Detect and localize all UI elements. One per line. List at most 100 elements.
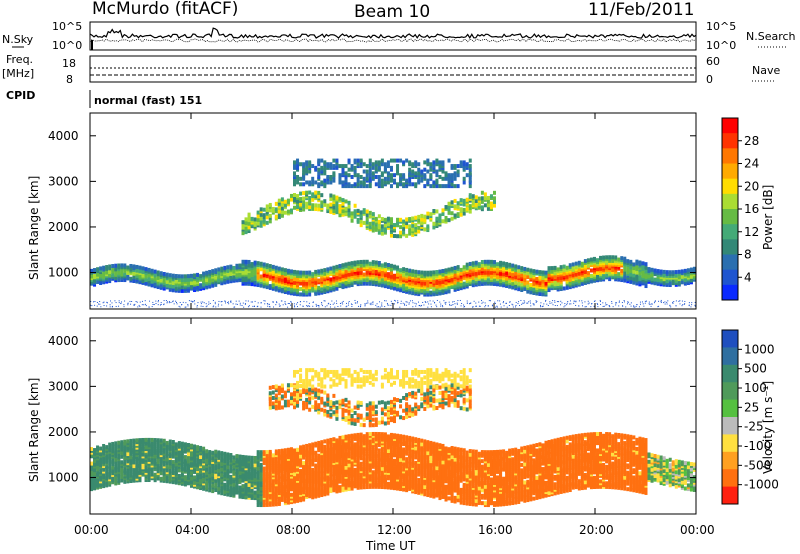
power-pixel <box>505 302 507 304</box>
power-pixel <box>450 200 454 205</box>
power-pixel <box>444 215 448 220</box>
power-pixel <box>208 269 212 274</box>
power-pixel <box>174 274 178 279</box>
power-pixel <box>456 184 460 189</box>
power-pixel <box>402 267 406 272</box>
velocity-pixel <box>235 488 239 493</box>
power-pixel <box>362 272 366 277</box>
power-pixel <box>256 221 260 226</box>
power-pixel <box>103 301 105 303</box>
power-pixel <box>532 287 536 292</box>
power-pixel <box>326 280 330 285</box>
power-pixel <box>259 278 263 283</box>
power-pixel <box>344 262 348 267</box>
velocity-pixel <box>274 458 278 463</box>
power-pixel <box>671 279 675 284</box>
power-pixel <box>212 306 214 308</box>
power-pixel <box>353 260 357 265</box>
power-pixel <box>275 304 277 306</box>
power-pixel <box>341 198 345 203</box>
velocity-pixel <box>135 469 139 474</box>
power-pixel <box>635 259 639 264</box>
power-pixel <box>683 303 685 305</box>
power-pixel <box>597 306 599 308</box>
power-pixel <box>541 283 545 288</box>
power-pixel <box>593 300 595 302</box>
power-pixel <box>393 178 396 183</box>
power-pixel <box>356 158 360 163</box>
power-pixel <box>509 301 511 303</box>
power-pixel <box>453 204 457 209</box>
power-pixel <box>471 261 475 266</box>
power-pixel <box>438 184 442 189</box>
power-pixel <box>302 203 306 208</box>
power-pixel <box>560 304 562 306</box>
power-pixel <box>623 274 627 279</box>
power-pixel <box>193 273 197 278</box>
power-pixel <box>202 278 206 283</box>
velocity-pixel <box>111 458 115 463</box>
power-pixel <box>432 286 436 291</box>
power-pixel <box>426 215 430 220</box>
power-pixel <box>452 304 454 306</box>
power-pixel <box>465 206 469 211</box>
noise-right-tick-top: 10^5 <box>706 20 736 33</box>
power-pixel <box>196 272 200 277</box>
power-pixel <box>618 300 620 302</box>
power-pixel <box>369 303 371 305</box>
power-pixel <box>414 228 418 233</box>
power-pixel <box>672 302 674 304</box>
power-pixel <box>456 281 460 286</box>
velocity-pixel <box>262 482 266 487</box>
power-pixel <box>126 274 130 279</box>
velocity-pixel <box>247 455 251 460</box>
velocity-pixel <box>283 482 287 487</box>
power-pixel <box>283 277 287 282</box>
power-pixel <box>447 180 451 185</box>
power-pixel <box>143 304 145 306</box>
power-pixel <box>359 306 361 308</box>
power-pixel <box>472 306 474 308</box>
power-pixel <box>481 300 483 302</box>
power-pixel <box>165 300 167 302</box>
velocity-pixel <box>199 445 203 450</box>
power-pixel <box>402 160 406 165</box>
power-pixel <box>384 300 386 302</box>
power-pixel <box>200 305 202 307</box>
colorbar-swatch <box>722 133 738 149</box>
power-pixel <box>445 303 447 305</box>
power-pixel <box>526 271 530 276</box>
power-pixel <box>368 184 372 189</box>
power-pixel <box>644 265 648 270</box>
power-pixel <box>405 221 409 226</box>
power-pixel <box>329 180 333 185</box>
power-pixel <box>423 173 427 178</box>
velocity-pixel <box>105 445 109 450</box>
power-pixel <box>535 301 537 303</box>
power-pixel <box>340 305 342 307</box>
power-pixel <box>465 162 469 167</box>
power-pixel <box>602 302 604 304</box>
power-pixel <box>196 306 198 308</box>
velocity-pixel <box>268 502 272 507</box>
power-pixel <box>323 165 327 170</box>
power-pixel <box>179 301 181 303</box>
power-pixel <box>527 302 529 304</box>
power-pixel <box>202 271 206 276</box>
power-pixel <box>571 266 575 271</box>
power-pixel <box>356 267 360 272</box>
velocity-pixel <box>177 473 181 478</box>
power-pixel <box>614 255 618 260</box>
power-pixel <box>618 301 620 303</box>
power-pixel <box>256 283 260 288</box>
power-pixel <box>173 303 175 305</box>
power-pixel <box>293 269 297 274</box>
velocity-pixel <box>226 465 230 470</box>
power-pixel <box>347 200 351 205</box>
power-pixel <box>664 301 666 303</box>
power-pixel <box>312 302 314 304</box>
power-pixel <box>305 160 309 165</box>
power-pixel <box>308 305 310 307</box>
power-pixel <box>486 259 490 264</box>
